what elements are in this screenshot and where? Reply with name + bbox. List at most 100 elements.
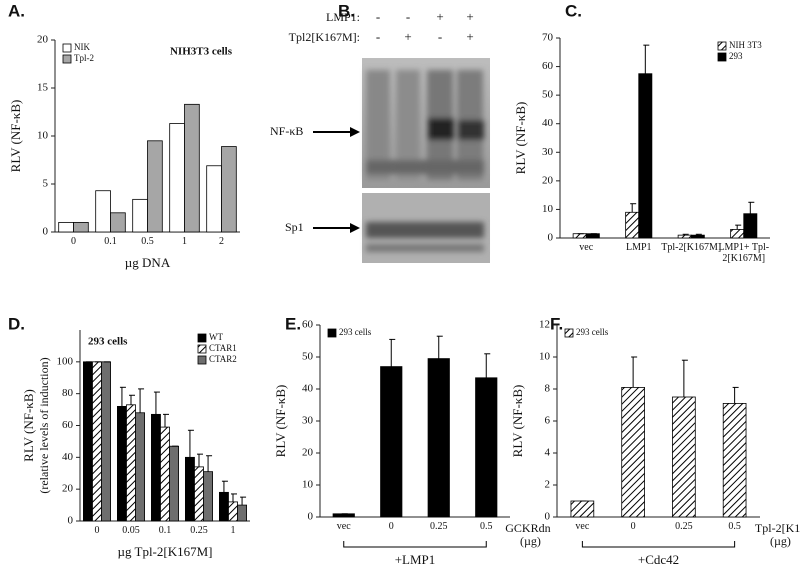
row-label: Tpl2[K167M]: bbox=[289, 30, 360, 44]
legend-label: 293 cells bbox=[576, 327, 609, 337]
bar bbox=[184, 103, 200, 233]
x-tick-label-box: 0.25 bbox=[430, 521, 448, 532]
x-tick-label-box: vec bbox=[575, 521, 590, 532]
panel-label: E. bbox=[285, 314, 301, 333]
y-tick-label: 2 bbox=[545, 479, 551, 491]
y-tick-label: 20 bbox=[62, 483, 74, 495]
y-tick-label: 50 bbox=[302, 351, 314, 363]
legend-swatch bbox=[197, 333, 207, 343]
error-bar bbox=[695, 233, 702, 236]
error-bar bbox=[231, 493, 237, 502]
error-bar bbox=[129, 394, 135, 405]
x-tick-label-box: 0.25 bbox=[675, 521, 693, 532]
error-bar bbox=[630, 203, 637, 213]
x-tick-label-box: LMP1+ Tpl-2[K167M] bbox=[718, 242, 769, 264]
x-tick-label-box: 0.05 bbox=[122, 525, 140, 536]
bar bbox=[427, 358, 450, 518]
sign: + bbox=[404, 29, 411, 44]
error-bar bbox=[732, 386, 739, 404]
row-label: LMP1: bbox=[326, 10, 360, 24]
y-tick-label: 10 bbox=[542, 203, 554, 215]
error-bar bbox=[197, 453, 203, 467]
legend-label: 293 cells bbox=[339, 327, 372, 337]
x-tick-label-box: 0.1 bbox=[104, 236, 117, 247]
y-tick-label: 5 bbox=[43, 178, 49, 190]
bar bbox=[570, 500, 595, 518]
x-tick-label-box: 1 bbox=[231, 525, 236, 536]
bar bbox=[160, 426, 170, 522]
bracket-label: +Cdc42 bbox=[638, 552, 679, 567]
x-tick-label: vec bbox=[579, 242, 594, 253]
x-tick-label: Tpl-2[K167M] bbox=[661, 242, 722, 253]
error-bar bbox=[187, 429, 194, 458]
x-tick-label: 0.1 bbox=[104, 236, 117, 247]
error-bar bbox=[389, 338, 396, 367]
sign: - bbox=[438, 29, 442, 44]
error-bar bbox=[153, 391, 160, 415]
error-bar bbox=[436, 335, 443, 359]
annotation: 293 cells bbox=[88, 336, 128, 348]
error-bar bbox=[484, 353, 491, 378]
x-tick-label-box: 1 bbox=[182, 236, 187, 247]
x-tick-label-box: vec bbox=[337, 521, 351, 532]
error-bar bbox=[119, 386, 126, 407]
y-tick-label: 70 bbox=[542, 32, 554, 44]
x-tick-label-box: 0.5 bbox=[728, 521, 741, 532]
x-tick-label-box: 0.5 bbox=[480, 521, 493, 532]
y-tick-label: 50 bbox=[542, 89, 554, 101]
y-tick-label: 40 bbox=[62, 451, 74, 463]
bar bbox=[101, 361, 111, 522]
bar bbox=[625, 211, 640, 239]
error-bar bbox=[735, 224, 742, 230]
bar bbox=[690, 234, 705, 239]
bar bbox=[117, 405, 127, 522]
x-tick-label: 0 bbox=[388, 521, 394, 532]
annotation: NIH3T3 cells bbox=[170, 46, 233, 58]
y-tick-label: 10 bbox=[37, 130, 49, 142]
sign: + bbox=[436, 9, 443, 24]
x-axis-label: µg Tpl-2[K167M] bbox=[118, 544, 213, 559]
error-bar bbox=[206, 455, 213, 472]
legend-swatch bbox=[717, 41, 727, 51]
panel-label: D. bbox=[8, 314, 25, 333]
bar bbox=[722, 402, 747, 518]
y-axis-label: RLV (NF-κB) bbox=[8, 100, 23, 173]
legend-label: 293 bbox=[729, 51, 743, 61]
bar bbox=[585, 233, 600, 239]
y-axis-label: (relative levels of induction) bbox=[37, 357, 51, 493]
bar bbox=[95, 190, 111, 233]
x-tick-label-box: 0 bbox=[388, 521, 394, 532]
y-tick-label: 60 bbox=[542, 60, 554, 72]
bar bbox=[380, 366, 403, 518]
error-bar bbox=[643, 44, 650, 74]
legend-swatch bbox=[564, 328, 574, 338]
x-tick-label: 0 bbox=[71, 236, 76, 247]
y-axis-label: RLV (NF-κB) bbox=[273, 385, 288, 458]
x-note-unit: (µg) bbox=[770, 534, 791, 548]
y-axis-label: RLV (NF-κB) bbox=[510, 385, 525, 458]
x-tick-label: 0.1 bbox=[158, 525, 172, 536]
y-tick-label: 0 bbox=[43, 226, 49, 238]
error-bar bbox=[240, 496, 247, 506]
sign: + bbox=[466, 9, 473, 24]
bar bbox=[132, 198, 148, 233]
x-tick-label-box: LMP1 bbox=[626, 242, 652, 253]
x-note-unit: (µg) bbox=[520, 534, 541, 548]
legend-label: CTAR1 bbox=[209, 343, 237, 353]
x-tick-label-box: 0.1 bbox=[158, 525, 172, 536]
bar bbox=[92, 361, 102, 522]
bracket bbox=[343, 541, 487, 548]
bar bbox=[73, 221, 89, 233]
bar bbox=[237, 504, 248, 522]
y-tick-label: 15 bbox=[37, 82, 49, 94]
y-tick-label: 6 bbox=[545, 415, 551, 427]
x-tick-label: 0.5 bbox=[728, 521, 741, 532]
y-tick-label: 30 bbox=[542, 146, 554, 158]
x-tick-label: 0.5 bbox=[480, 521, 493, 532]
x-tick-label: 0 bbox=[630, 521, 636, 532]
bar bbox=[672, 396, 696, 518]
y-tick-label: 40 bbox=[542, 117, 554, 129]
x-tick-label: vec bbox=[575, 521, 590, 532]
legend-swatch bbox=[62, 54, 72, 64]
